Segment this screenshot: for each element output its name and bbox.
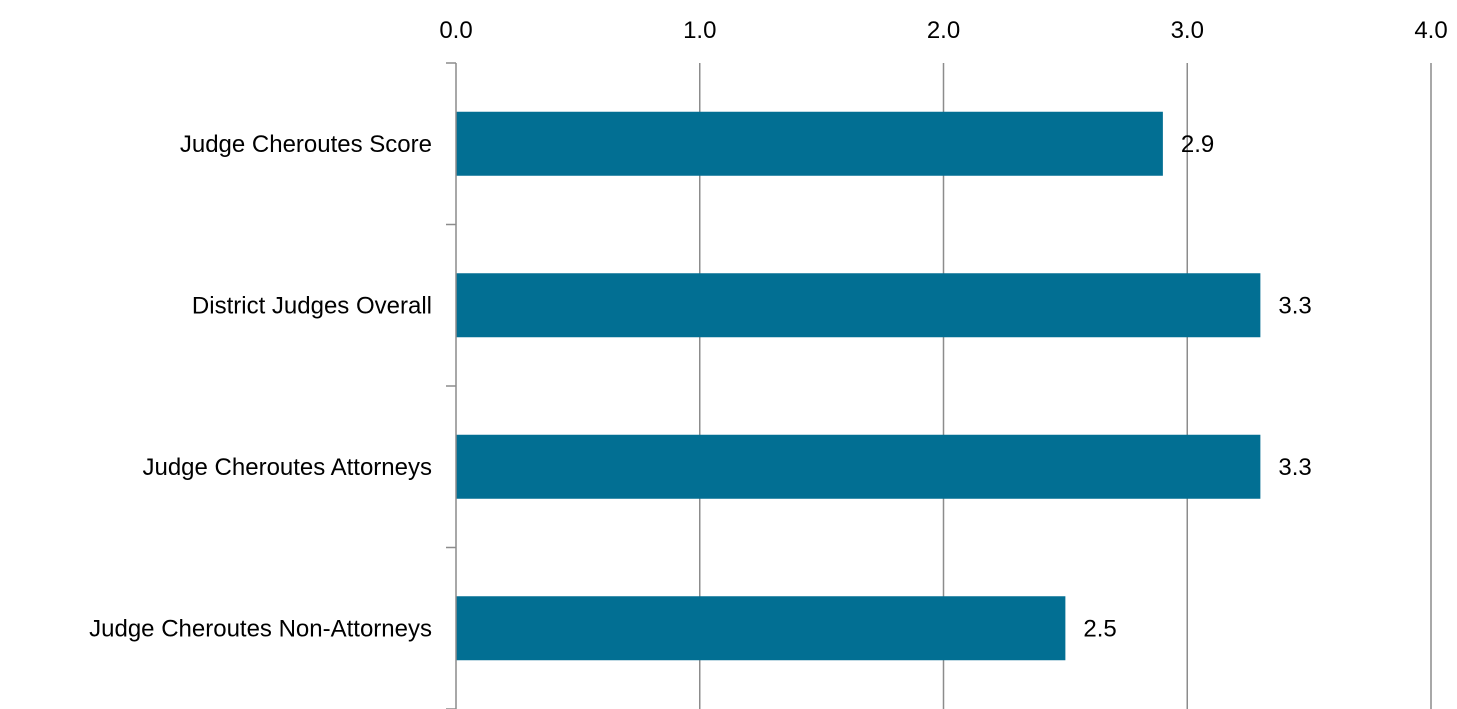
bars: [456, 111, 1261, 661]
x-tick-label: 3.0: [1171, 17, 1204, 44]
bar: [456, 434, 1261, 499]
data-label: 3.3: [1278, 454, 1311, 481]
data-label: 2.5: [1083, 615, 1116, 642]
data-label: 3.3: [1278, 292, 1311, 319]
data-label: 2.9: [1181, 131, 1214, 158]
bar: [456, 111, 1163, 176]
bar: [456, 596, 1066, 661]
category-label: Judge Cheroutes Attorneys: [142, 454, 432, 481]
category-label: Judge Cheroutes Score: [180, 131, 432, 158]
x-tick-label: 4.0: [1414, 17, 1447, 44]
x-tick-label: 2.0: [927, 17, 960, 44]
category-label: Judge Cheroutes Non-Attorneys: [89, 615, 432, 642]
x-axis-tick-labels: 0.0 1.0 2.0 3.0 4.0: [439, 17, 1447, 44]
x-tick-label: 1.0: [683, 17, 716, 44]
category-label: District Judges Overall: [192, 292, 432, 319]
category-axis: [446, 62, 457, 709]
data-labels: 2.9 3.3 3.3 2.5: [1083, 131, 1311, 643]
category-labels: Judge Cheroutes Score District Judges Ove…: [89, 131, 432, 643]
x-tick-label: 0.0: [439, 17, 472, 44]
bar: [456, 273, 1261, 338]
